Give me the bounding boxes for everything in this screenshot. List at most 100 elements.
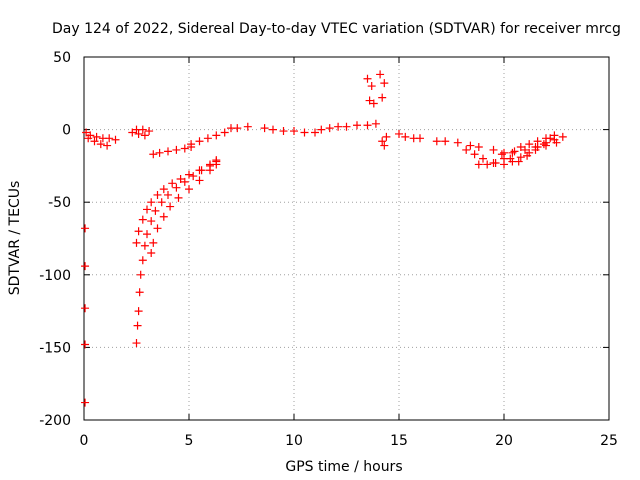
x-tick-label: 25 [600,433,618,449]
y-axis-label: SDTVAR / TECUs [7,181,23,296]
data-point [525,140,534,149]
data-point [151,206,160,215]
data-point [180,144,189,153]
chart-title: Day 124 of 2022, Sidereal Day-to-day VTE… [52,21,621,37]
data-point [516,143,525,152]
data-point [353,121,361,130]
data-point [462,145,471,154]
y-tick-labels: 50 0 -50 -100 -150 -200 [39,50,71,429]
data-point [140,131,149,140]
data-point [134,307,143,316]
data-point [90,137,99,146]
y-tick-label: -200 [39,413,71,429]
data-point [138,215,147,224]
data-point [212,160,221,169]
x-tick-label: 20 [495,433,513,449]
x-tick-label: 0 [80,433,89,449]
data-point [138,256,147,265]
data-point [159,212,168,221]
x-axis-label: GPS time / hours [285,459,402,475]
data-point [149,150,158,159]
data-point [166,202,175,211]
data-point [164,147,172,156]
data-point [401,132,410,141]
y-tick-label: 0 [62,123,71,139]
data-point [491,158,500,167]
data-point [470,150,479,159]
data-point [164,190,172,199]
y-tick-label: 50 [53,50,71,66]
data-point [506,154,515,163]
data-point [176,174,185,183]
data-point [185,185,193,194]
data-point [550,131,559,140]
data-point [135,288,144,297]
data-point [212,131,221,140]
data-point [441,137,450,146]
data-point [133,321,142,330]
data-point [149,238,158,247]
data-point [96,140,105,149]
data-point [81,304,90,313]
data-point [155,148,164,157]
data-point [138,125,147,134]
data-point [521,145,529,154]
data-point [206,166,214,175]
data-point [233,124,242,133]
data-point [334,122,343,131]
data-point [311,128,319,137]
data-point [220,128,229,137]
grid [84,57,609,420]
axis-ticks [83,56,610,421]
plot-frame [83,56,610,421]
data-point [453,138,462,147]
data-point [466,141,475,150]
data-point [157,198,166,207]
data-point [371,119,380,128]
data-point [474,160,483,169]
data-point [558,132,567,141]
data-point [510,147,519,156]
data-point [143,205,151,214]
data-point [153,224,162,233]
data-point [500,148,508,157]
data-point [128,128,137,137]
data-point [185,170,193,179]
data-point [105,134,114,143]
data-point [483,160,492,169]
data-point [497,150,506,159]
data-points [81,70,567,407]
data-point [342,122,351,131]
data-point [376,70,385,79]
data-point [153,190,162,199]
data-point [369,99,378,108]
y-tick-label: -50 [48,195,71,211]
data-point [300,128,309,137]
data-point [380,79,389,88]
data-point [145,127,154,136]
data-point [92,132,101,141]
data-point [474,143,483,152]
data-point [269,125,277,134]
data-point [134,227,143,236]
data-point [382,132,391,141]
data-point [187,140,196,149]
data-point [81,398,90,407]
data-point [81,340,90,349]
data-point [174,193,183,202]
data-point [136,270,145,279]
data-point [134,129,143,138]
data-point [363,74,372,83]
data-point [147,249,156,258]
data-point [489,145,498,154]
data-point [203,134,212,143]
data-point [195,166,204,175]
data-point [81,262,90,271]
data-point [111,135,120,144]
data-point [552,138,561,147]
data-point [380,141,389,150]
data-point [84,134,93,143]
data-point [132,238,141,247]
data-point [279,127,288,136]
data-point [147,198,156,207]
